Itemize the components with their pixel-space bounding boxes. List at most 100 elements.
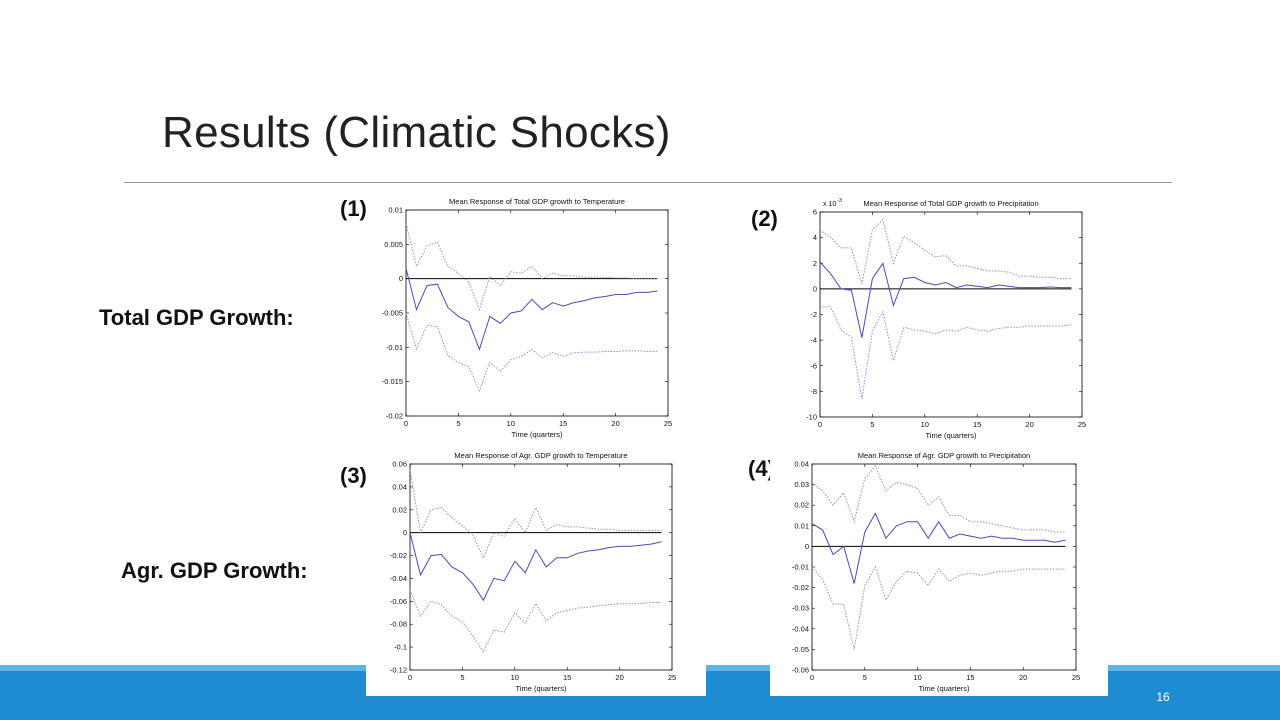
y-tick-label: -0.01 (792, 563, 809, 572)
plot-frame (819, 211, 1083, 418)
page-number: 16 (1156, 690, 1170, 704)
chart-title: Mean Response of Total GDP growth to Tem… (449, 197, 625, 206)
upper-band-line (811, 465, 1066, 533)
plot-frame (405, 209, 669, 417)
title-divider (124, 182, 1172, 183)
x-tick-label: 10 (511, 673, 519, 682)
x-tick-label: 15 (973, 420, 981, 429)
y-tick-label: 0.01 (388, 206, 403, 215)
slide-title: Results (Climatic Shocks) (162, 108, 671, 157)
y-tick-label: 0 (813, 284, 817, 293)
y-tick-label: -8 (810, 387, 817, 396)
chart-panel-1: Mean Response of Total GDP growth to Tem… (366, 190, 678, 440)
x-tick-label: 5 (870, 420, 874, 429)
row-label-total-gdp: Total GDP Growth: (99, 305, 294, 330)
x-tick-label: 10 (921, 420, 929, 429)
chart-title: Mean Response of Total GDP growth to Pre… (863, 199, 1038, 208)
y-tick-label: 0 (403, 528, 407, 537)
y-tick-label: -0.03 (792, 604, 809, 613)
row-label-agr-gdp: Agr. GDP Growth: (121, 558, 308, 583)
lower-band-line (820, 306, 1072, 400)
y-tick-label: -0.1 (394, 643, 407, 652)
x-tick-label: 15 (966, 673, 974, 682)
y-axis-exponent-label: x 10 (823, 201, 836, 208)
y-tick-label: -0.02 (792, 583, 809, 592)
y-tick-label: 0 (399, 274, 403, 283)
x-axis-label: Time (quarters) (512, 430, 563, 439)
y-tick-label: 2 (813, 259, 817, 268)
y-tick-label: -10 (806, 413, 817, 422)
x-tick-label: 15 (563, 673, 571, 682)
y-tick-label: 0.01 (794, 521, 809, 530)
y-tick-label: -0.04 (792, 624, 809, 633)
y-tick-label: 0.03 (794, 480, 809, 489)
chart-title: Mean Response of Agr. GDP growth to Temp… (454, 451, 627, 460)
chart-total-gdp-temperature: Mean Response of Total GDP growth to Tem… (382, 197, 672, 439)
y-tick-label: -2 (810, 310, 817, 319)
x-tick-label: 20 (1025, 420, 1033, 429)
response-line (819, 261, 1072, 338)
y-tick-label: -0.04 (390, 574, 407, 583)
x-axis-label: Time (quarters) (919, 684, 970, 693)
x-tick-label: 0 (810, 673, 814, 682)
upper-band-line (819, 218, 1072, 284)
lower-band-line (409, 589, 662, 653)
x-tick-label: 25 (664, 419, 672, 428)
y-tick-label: -6 (810, 361, 817, 370)
y-tick-label: -0.015 (382, 377, 403, 386)
chart-total-gdp-precipitation: Mean Response of Total GDP growth to Pre… (806, 198, 1086, 440)
y-tick-label: -0.08 (390, 620, 407, 629)
x-axis-label: Time (quarters) (516, 684, 567, 693)
y-tick-label: -0.06 (390, 597, 407, 606)
y-tick-label: 4 (813, 233, 817, 242)
x-axis-label: Time (quarters) (926, 431, 977, 440)
x-tick-label: 20 (1019, 673, 1027, 682)
response-line (409, 532, 662, 602)
x-tick-label: 10 (507, 419, 515, 428)
x-tick-label: 25 (1078, 420, 1086, 429)
lower-band-line (811, 565, 1066, 650)
x-tick-label: 5 (863, 673, 867, 682)
x-tick-label: 0 (818, 420, 822, 429)
y-tick-label: -0.06 (792, 666, 809, 675)
plot-frame (409, 463, 673, 671)
panel-label-1: (1) (340, 196, 367, 221)
y-tick-label: -0.005 (382, 309, 403, 318)
x-tick-label: 20 (611, 419, 619, 428)
x-tick-label: 25 (1072, 673, 1080, 682)
y-tick-label: 0.06 (392, 460, 407, 469)
y-tick-label: 0.02 (392, 505, 407, 514)
x-tick-label: 5 (460, 673, 464, 682)
y-tick-label: 0.02 (794, 501, 809, 510)
x-tick-label: 0 (404, 419, 408, 428)
x-tick-label: 5 (456, 419, 460, 428)
x-tick-label: 25 (668, 673, 676, 682)
y-tick-label: -0.02 (390, 551, 407, 560)
lower-band-line (405, 312, 658, 392)
plot-frame (811, 463, 1077, 671)
upper-band-line (405, 223, 658, 312)
y-tick-label: 6 (813, 208, 817, 217)
x-tick-label: 20 (615, 673, 623, 682)
response-line (811, 512, 1066, 584)
x-tick-label: 10 (913, 673, 921, 682)
y-tick-label: -0.12 (390, 666, 407, 675)
chart-panel-4: Mean Response of Agr. GDP growth to Prec… (770, 446, 1108, 696)
y-tick-label: -0.02 (386, 412, 403, 421)
panel-label-3: (3) (340, 463, 367, 488)
y-tick-label: 0.04 (794, 460, 809, 469)
y-tick-label: 0 (805, 542, 809, 551)
chart-title: Mean Response of Agr. GDP growth to Prec… (858, 451, 1030, 460)
response-line (405, 268, 658, 351)
chart-agr-gdp-temperature: Mean Response of Agr. GDP growth to Temp… (390, 451, 676, 693)
y-tick-label: 0.04 (392, 482, 407, 491)
y-tick-label: -0.01 (386, 343, 403, 352)
y-tick-label: -4 (810, 336, 817, 345)
y-tick-label: 0.005 (384, 240, 403, 249)
x-tick-label: 0 (408, 673, 412, 682)
y-axis-exponent-power: -3 (837, 198, 842, 204)
panel-label-2: (2) (751, 206, 778, 231)
chart-agr-gdp-precipitation: Mean Response of Agr. GDP growth to Prec… (792, 451, 1080, 693)
y-tick-label: -0.05 (792, 645, 809, 654)
x-tick-label: 15 (559, 419, 567, 428)
